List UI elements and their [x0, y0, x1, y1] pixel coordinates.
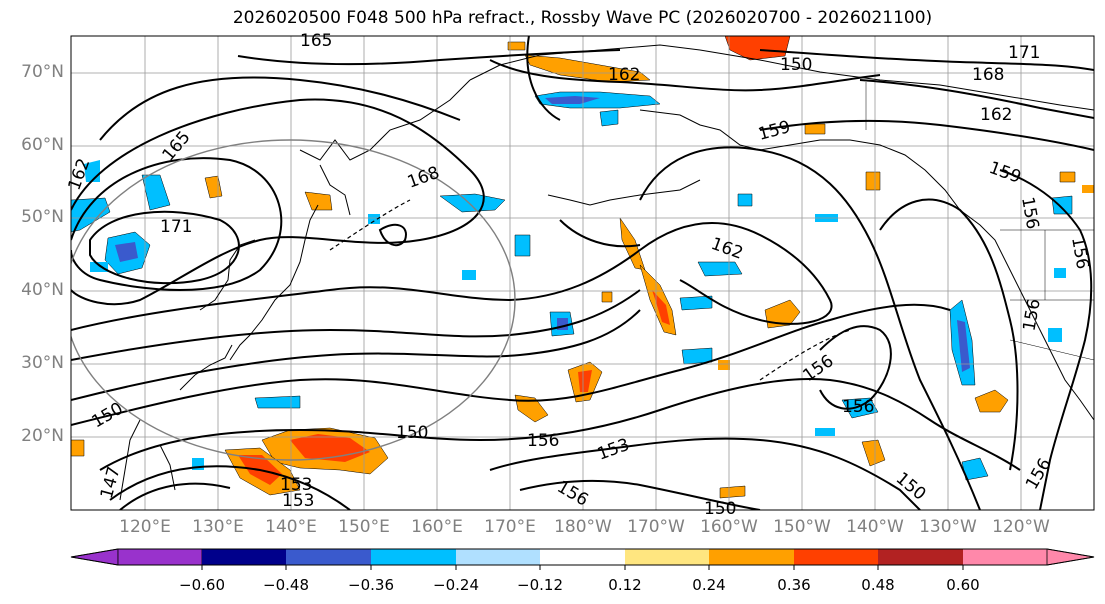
contour-label: 171	[1008, 43, 1040, 63]
lon-label: 150°W	[773, 517, 831, 537]
neg-anomaly-area	[815, 428, 835, 436]
pos-anomaly-area	[619, 217, 646, 271]
neg-anomaly-area	[90, 262, 108, 272]
colorbar-tick-label: −0.36	[348, 576, 394, 594]
pos-anomaly-area	[601, 291, 613, 303]
contour-label: 150	[396, 423, 428, 443]
contour-label: 162	[980, 105, 1012, 125]
lat-label: 70°N	[21, 62, 64, 82]
lat-label: 60°N	[21, 135, 64, 155]
pos-anomaly-area	[718, 360, 730, 370]
pos-anomaly-area	[865, 171, 881, 191]
contour-label: 171	[160, 217, 192, 237]
contour-label: 165	[300, 31, 332, 51]
neg-anomaly-area	[439, 193, 506, 213]
neg-anomaly-area	[368, 214, 380, 224]
pos-anomaly-area	[1082, 185, 1094, 193]
colorbar-tick-label: 0.60	[946, 576, 980, 594]
lon-label: 150°E	[338, 517, 390, 537]
lon-label: 130°E	[192, 517, 244, 537]
neg-anomaly-area	[1051, 195, 1073, 215]
neg-anomaly-area	[1054, 268, 1066, 278]
neg-anomaly-area	[679, 295, 713, 311]
colorbar-tick-label: −0.12	[517, 576, 563, 594]
pos-anomaly-area	[764, 299, 801, 329]
colorbar-tick-label: 0.24	[692, 576, 726, 594]
contour-label: 156	[842, 397, 874, 417]
figure-title: 2026020500 F048 500 hPa refract., Rossby…	[232, 8, 933, 28]
colorbar-tick-label: 0.36	[777, 576, 811, 594]
lat-label: 20°N	[21, 426, 64, 446]
neg-anomaly-area	[514, 234, 531, 257]
neg-anomaly-area	[841, 397, 879, 419]
pos-anomaly-area	[304, 191, 333, 211]
lat-label: 30°N	[21, 353, 64, 373]
colorbar	[70, 548, 1095, 570]
lon-label: 170°W	[627, 517, 685, 537]
lon-label: 160°E	[411, 517, 463, 537]
pos-anomaly-area	[524, 54, 651, 83]
lat-label: 50°N	[21, 207, 64, 227]
pos-anomaly-area	[861, 439, 886, 467]
colorbar-tick-label: 0.48	[861, 576, 895, 594]
pos-anomaly-area	[290, 434, 370, 462]
contour-label: 168	[972, 65, 1004, 85]
dashed-contours	[329, 199, 851, 381]
lon-label: 180°W	[554, 517, 612, 537]
neg-anomaly-area	[115, 242, 138, 262]
map-border	[70, 35, 1095, 511]
contour-label: 153	[280, 475, 312, 495]
influence-circle	[71, 139, 516, 461]
lon-label: 140°E	[265, 517, 317, 537]
colorbar-extend-high	[1046, 548, 1095, 566]
pos-anomaly-area	[652, 290, 670, 325]
contour-label: 153	[282, 491, 314, 511]
pos-anomaly-area	[514, 394, 549, 423]
graticule	[71, 36, 1094, 510]
contour-label: 150	[704, 499, 736, 519]
neg-anomaly-area	[1048, 328, 1062, 342]
neg-anomaly-area	[141, 174, 171, 211]
pos-anomaly-area	[578, 370, 592, 392]
lon-label: 120°E	[119, 517, 171, 537]
neg-anomaly-area	[254, 395, 301, 409]
colorbar-tick-label: 0.12	[608, 576, 642, 594]
neg-anomaly-area	[545, 96, 600, 104]
pos-anomaly-area	[804, 123, 826, 135]
neg-anomaly-area	[697, 261, 743, 277]
contour-label: 150	[780, 55, 812, 75]
contour-label: 162	[608, 65, 640, 85]
lon-label: 120°W	[992, 517, 1050, 537]
colorbar-extend-low	[70, 548, 119, 566]
pos-anomaly-area	[974, 389, 1009, 413]
neg-anomaly-area	[737, 193, 753, 207]
colorbar-tick-label: −0.48	[263, 576, 309, 594]
contour-label: 156	[527, 431, 559, 451]
neg-anomaly-area	[957, 320, 970, 372]
lon-label: 140°W	[846, 517, 904, 537]
pos-anomaly-area	[1059, 171, 1076, 183]
pos-anomaly-area	[507, 41, 526, 51]
colorbar-tick-label: −0.24	[433, 576, 479, 594]
pos-anomaly-area	[719, 485, 746, 499]
neg-anomaly-area	[462, 270, 476, 280]
neg-anomaly-area	[681, 347, 713, 365]
neg-anomaly-area	[599, 109, 619, 127]
lon-label: 130°W	[919, 517, 977, 537]
colorbar-tick-label: −0.60	[179, 576, 225, 594]
height-contours	[71, 36, 1094, 510]
lat-label: 40°N	[21, 280, 64, 300]
pos-anomaly-area	[71, 439, 85, 457]
lon-label: 160°W	[700, 517, 758, 537]
lon-label: 170°E	[484, 517, 536, 537]
